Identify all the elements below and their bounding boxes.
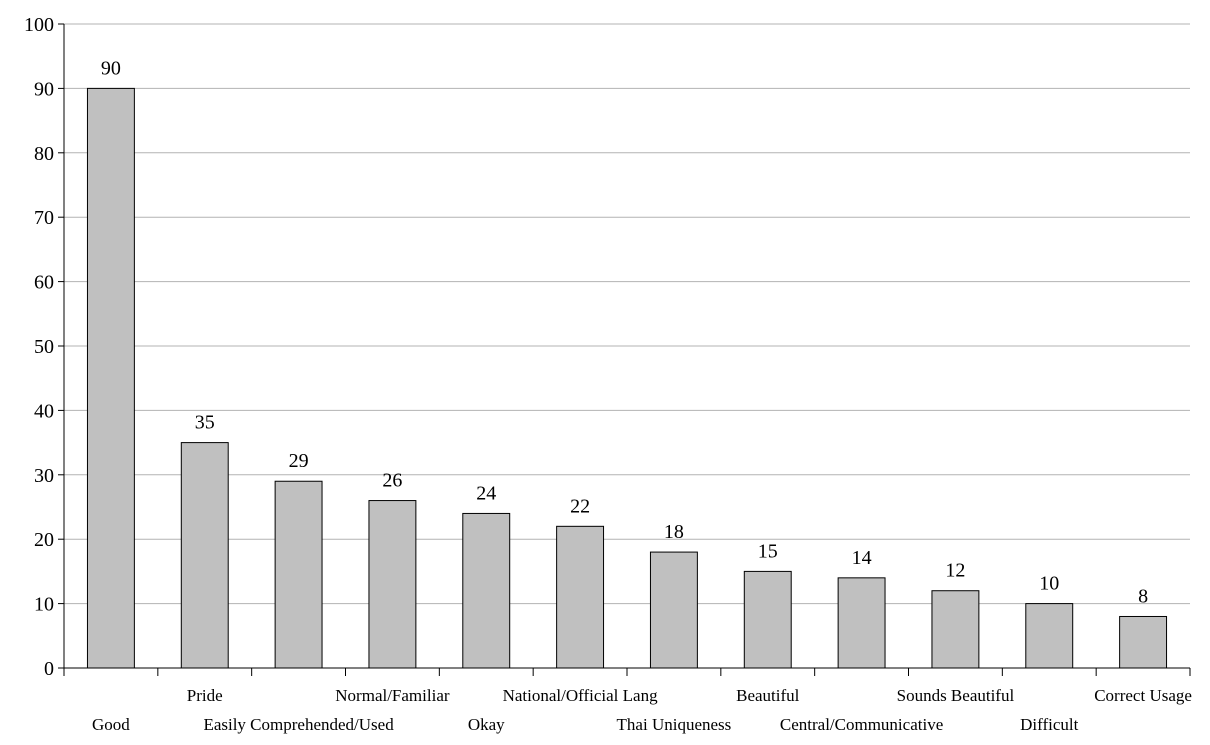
y-tick-label: 30 — [34, 465, 54, 487]
x-tick-label: Beautiful — [736, 686, 800, 705]
data-label: 29 — [289, 450, 309, 472]
y-tick-label: 50 — [34, 336, 54, 358]
x-tick-label: Central/Communicative — [780, 715, 943, 734]
data-label: 10 — [1039, 573, 1059, 595]
y-tick-label: 20 — [34, 529, 54, 551]
data-label: 26 — [382, 470, 402, 492]
bar — [181, 443, 228, 668]
data-label: 18 — [664, 521, 684, 543]
x-tick-label: Easily Comprehended/Used — [203, 715, 394, 734]
bar — [838, 578, 885, 668]
data-label: 35 — [195, 412, 215, 434]
data-label: 90 — [101, 57, 121, 79]
bar — [87, 88, 134, 668]
y-tick-label: 70 — [34, 207, 54, 229]
y-tick-label: 90 — [34, 78, 54, 100]
x-tick-label: Okay — [468, 715, 505, 734]
y-tick-label: 100 — [24, 14, 54, 36]
bar — [932, 591, 979, 668]
y-tick-label: 10 — [34, 594, 54, 616]
bar — [744, 571, 791, 668]
bar — [650, 552, 697, 668]
bar — [275, 481, 322, 668]
data-label: 14 — [852, 547, 872, 569]
x-tick-label: Good — [92, 715, 130, 734]
bar — [369, 501, 416, 668]
x-tick-label: Thai Uniqueness — [617, 715, 732, 734]
y-tick-label: 60 — [34, 272, 54, 294]
bar — [463, 513, 510, 668]
data-label: 12 — [945, 560, 965, 582]
y-tick-label: 0 — [44, 658, 54, 680]
bar — [557, 526, 604, 668]
y-tick-label: 80 — [34, 143, 54, 165]
y-tick-label: 40 — [34, 400, 54, 422]
bar — [1120, 616, 1167, 668]
x-tick-label: Pride — [187, 686, 223, 705]
data-label: 24 — [476, 482, 496, 504]
x-tick-label: Difficult — [1020, 715, 1079, 734]
x-tick-label: Correct Usage — [1094, 686, 1192, 705]
x-tick-label: National/Official Lang — [503, 686, 658, 705]
data-label: 8 — [1138, 585, 1148, 607]
bar — [1026, 604, 1073, 668]
x-tick-label: Normal/Familiar — [335, 686, 450, 705]
x-tick-label: Sounds Beautiful — [897, 686, 1015, 705]
data-label: 15 — [758, 540, 778, 562]
data-label: 22 — [570, 495, 590, 517]
